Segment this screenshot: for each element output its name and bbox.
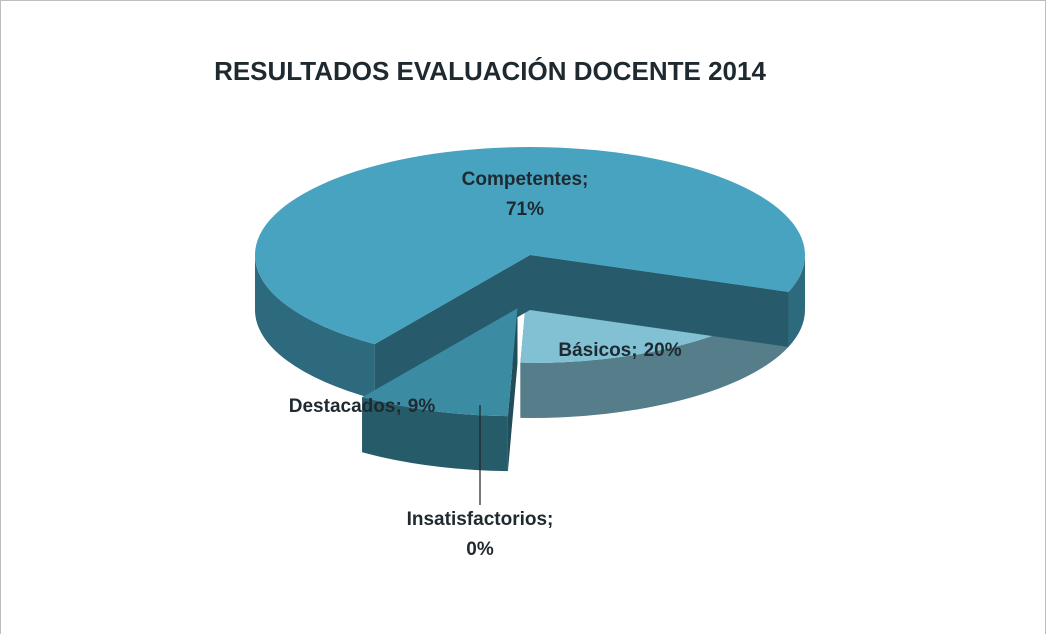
pie-slice-top xyxy=(254,146,805,345)
pie-slice xyxy=(254,146,805,400)
chart-title: RESULTADOS EVALUACIÓN DOCENTE 2014 xyxy=(214,56,766,86)
pie-slice-top xyxy=(362,308,518,417)
data-label-part: 9% xyxy=(408,396,436,417)
data-label-part: ; xyxy=(395,396,401,417)
data-label-part: Destacados xyxy=(289,396,396,417)
data-label-part: Insatisfactorios xyxy=(407,509,547,530)
data-label: Destacados; 9% xyxy=(289,396,436,417)
data-label-part: ; xyxy=(582,169,588,190)
pie-slice-side xyxy=(255,255,375,400)
data-label-part: 0% xyxy=(466,539,494,560)
pie-slice xyxy=(362,308,518,472)
data-label: Competentes; 71% xyxy=(462,169,589,220)
data-label-part: 71% xyxy=(506,199,544,220)
data-label-part: Competentes xyxy=(462,169,582,190)
data-label: Insatisfactorios; 0% xyxy=(407,509,554,560)
pie-slice-side xyxy=(788,255,805,347)
pie-slice-wall xyxy=(530,255,789,347)
pie-slice-side xyxy=(362,397,508,472)
data-label-part: ; xyxy=(547,509,553,530)
data-label-part: ; xyxy=(631,340,637,361)
pie-slice-side xyxy=(520,291,789,418)
data-label-part: Básicos xyxy=(558,340,631,361)
pie-slice-wall xyxy=(374,255,530,400)
data-label-part: 20% xyxy=(644,340,682,361)
data-label: Básicos; 20% xyxy=(558,340,681,361)
